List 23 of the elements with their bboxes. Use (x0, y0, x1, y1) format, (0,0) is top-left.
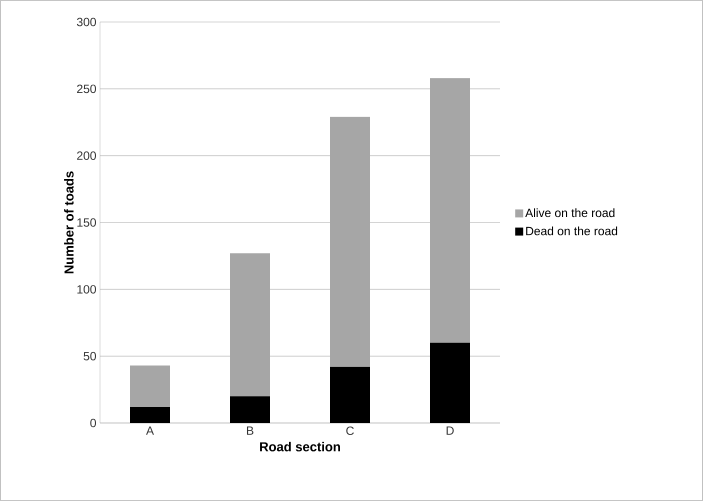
legend-label: Alive on the road (525, 208, 614, 218)
y-tick-label: 50 (84, 352, 96, 360)
x-axis-title: Road section (260, 442, 340, 452)
bar (330, 366, 370, 423)
y-tick-label: 300 (76, 18, 96, 26)
y-tick-label: 150 (77, 218, 96, 227)
bar (330, 116, 370, 367)
bar (230, 253, 270, 396)
y-tick-label: 100 (77, 285, 96, 294)
y-tick-label: 200 (77, 151, 96, 160)
x-tick-label: C (346, 426, 354, 436)
y-tick-label: 250 (77, 84, 96, 94)
bar (130, 366, 170, 407)
bar (130, 406, 170, 423)
bar (430, 342, 470, 423)
y-tick-label: 0 (90, 418, 96, 428)
bar (230, 396, 270, 423)
x-tick-label: D (446, 426, 454, 435)
y-axis-title: Number of toads (64, 171, 74, 274)
legend-label: Dead on the road (526, 226, 618, 236)
bar (430, 78, 470, 343)
x-tick-label: A (146, 426, 154, 435)
x-tick-label: B (246, 426, 254, 435)
